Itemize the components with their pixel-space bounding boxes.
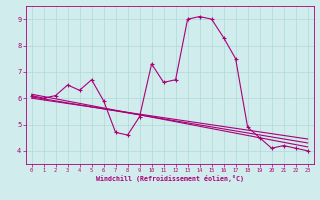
X-axis label: Windchill (Refroidissement éolien,°C): Windchill (Refroidissement éolien,°C) <box>96 175 244 182</box>
